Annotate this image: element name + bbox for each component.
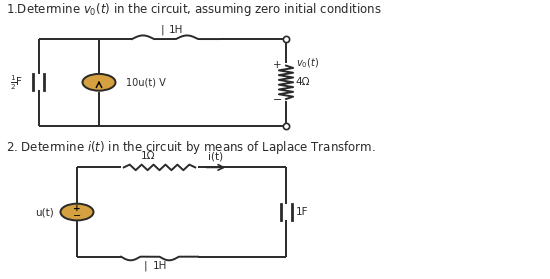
Text: −: − bbox=[273, 95, 283, 105]
Text: −: − bbox=[73, 211, 81, 221]
Text: 1Ω: 1Ω bbox=[141, 151, 156, 161]
Text: +: + bbox=[273, 60, 282, 70]
Text: |: | bbox=[144, 260, 147, 271]
Text: 1F: 1F bbox=[296, 207, 309, 217]
Text: 10u(t) V: 10u(t) V bbox=[126, 77, 166, 87]
Text: u(t): u(t) bbox=[35, 207, 53, 217]
Text: 1H: 1H bbox=[152, 261, 167, 271]
Circle shape bbox=[82, 74, 116, 91]
Text: $\frac{1}{2}$F: $\frac{1}{2}$F bbox=[10, 73, 23, 92]
Text: i(t): i(t) bbox=[208, 151, 223, 161]
Circle shape bbox=[60, 204, 94, 220]
Text: $v_0(t)$: $v_0(t)$ bbox=[296, 56, 319, 70]
Text: +: + bbox=[73, 204, 81, 213]
Text: 1H: 1H bbox=[169, 25, 183, 35]
Text: 2. Determine $i(t)$ in the circuit by means of Laplace Transform.: 2. Determine $i(t)$ in the circuit by me… bbox=[6, 140, 375, 157]
Text: 4Ω: 4Ω bbox=[296, 77, 310, 87]
Text: 1.Determine $v_0(t)$ in the circuit, assuming zero initial conditions: 1.Determine $v_0(t)$ in the circuit, ass… bbox=[6, 1, 381, 18]
Text: |: | bbox=[161, 25, 164, 35]
